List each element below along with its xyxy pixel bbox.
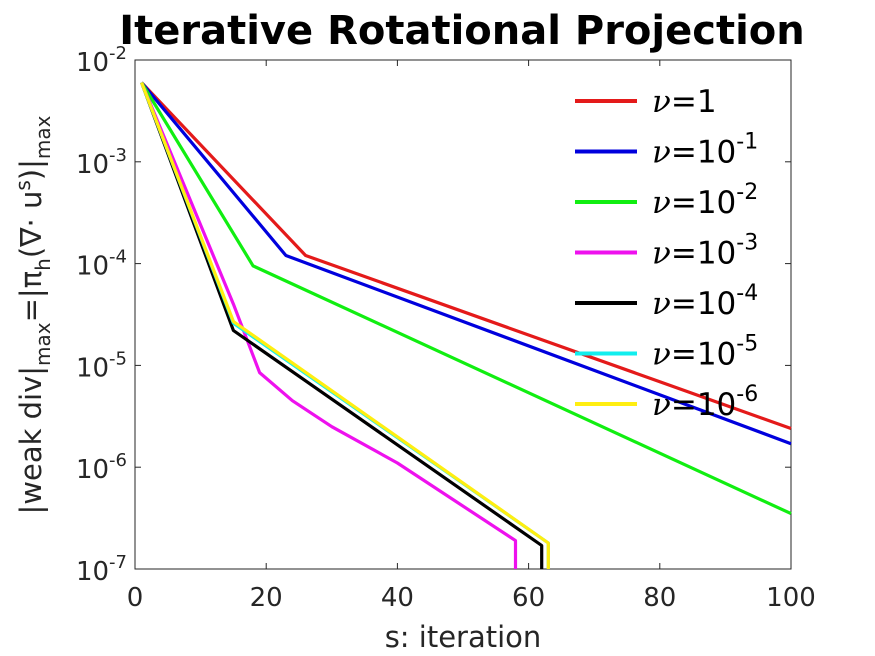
series-lines [140,81,792,569]
series-line-2 [140,81,792,446]
x-tick-label: 100 [766,583,816,613]
legend-entry-label: ν=10-2 [652,180,758,221]
legend-entry-label: ν=10-6 [652,382,758,423]
y-tick-label: 10-2 [76,43,127,78]
x-tick-label: 60 [512,583,545,613]
legend-entry-label: ν=1 [652,84,717,120]
series-line-1 [140,81,792,431]
x-axis: 0 20 40 60 80 100 [127,60,816,613]
chart-title: Iterative Rotational Projection [119,8,805,54]
y-tick-label: 10-6 [76,450,127,485]
y-tick-label: 10-5 [76,348,127,383]
series-line-3 [140,81,792,516]
y-label-sub3: max [31,115,55,159]
legend: ν=1 ν=10-1 ν=10-2 ν=10-3 ν=10-4 ν=10-5 ν=10-6 [575,84,758,423]
y-tick-label: 10-4 [76,247,127,282]
legend-entry-label: ν=10-4 [652,281,758,322]
y-label-paren: (∇· u [14,191,48,259]
x-tick-label: 40 [381,583,414,613]
y-label-main: |weak div| [14,366,48,515]
y-axis-label: |weak div|max=|πh(∇· us)|max [11,115,55,514]
y-label-close: )| [14,159,48,180]
y-tick-label: 10-3 [76,145,127,180]
y-label-sub1: max [31,322,55,366]
legend-entry-label: ν=10-1 [652,130,758,171]
legend-entry-label: ν=10-5 [652,332,758,373]
series-line-7 [140,82,550,569]
x-tick-label: 80 [643,583,676,613]
y-label-sub2: h [31,258,55,271]
x-tick-label: 0 [127,583,144,613]
y-tick-label: 10-7 [76,552,127,587]
x-axis-label: s: iteration [385,620,542,654]
legend-entry-label: ν=10-3 [652,231,758,272]
x-tick-label: 20 [250,583,283,613]
y-axis: 10-7 10-6 10-5 10-4 10-3 10-2 [76,43,791,587]
y-label-mid: =|π [14,271,48,323]
y-label-sup: s [11,180,35,190]
series-line-4 [140,81,518,569]
